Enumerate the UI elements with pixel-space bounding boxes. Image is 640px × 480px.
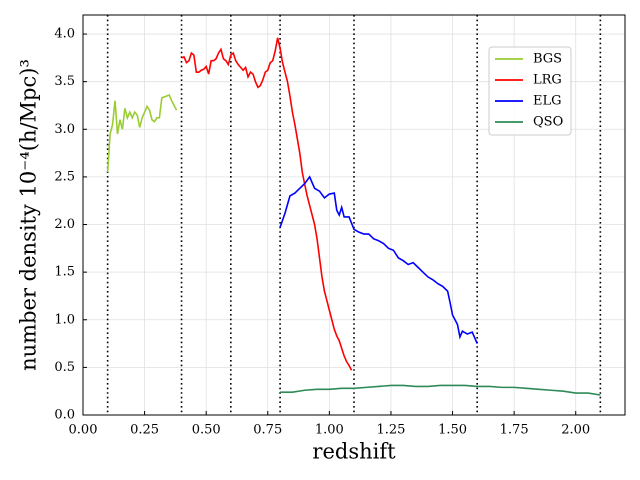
legend-box	[488, 46, 572, 136]
x-tick-label: 1.25	[376, 423, 405, 438]
x-tick-label: 1.75	[500, 423, 529, 438]
y-tick-label: 2.0	[54, 217, 75, 232]
x-tick-label: 0.75	[253, 423, 282, 438]
y-axis-label: number density 10⁻⁴(h/Mpc)³	[17, 59, 41, 371]
y-tick-label: 1.5	[54, 265, 75, 280]
y-tick-label: 1.0	[54, 312, 75, 327]
y-tick-label: 0.0	[54, 408, 75, 423]
legend-label: BGS	[533, 52, 562, 67]
series-line	[106, 93, 178, 173]
y-tick-label: 4.0	[54, 27, 75, 42]
y-tick-label: 3.5	[54, 74, 75, 89]
x-tick-label: 1.00	[315, 423, 344, 438]
legend-label: QSO	[533, 115, 563, 130]
series-line	[279, 175, 478, 344]
series-line	[280, 384, 601, 396]
legend-label: LRG	[533, 73, 562, 88]
plot-frame	[82, 14, 626, 416]
y-tick-label: 3.0	[54, 122, 75, 137]
y-tick-label: 2.5	[54, 169, 75, 184]
series-line	[181, 37, 353, 371]
x-tick-label: 0.00	[69, 423, 98, 438]
x-tick-label: 0.25	[130, 423, 159, 438]
x-axis-label: redshift	[312, 440, 396, 464]
x-tick-label: 2.00	[561, 423, 590, 438]
x-tick-label: 1.50	[438, 423, 467, 438]
y-tick-label: 0.5	[54, 360, 75, 375]
x-tick-label: 0.50	[192, 423, 221, 438]
legend-label: ELG	[533, 94, 562, 109]
